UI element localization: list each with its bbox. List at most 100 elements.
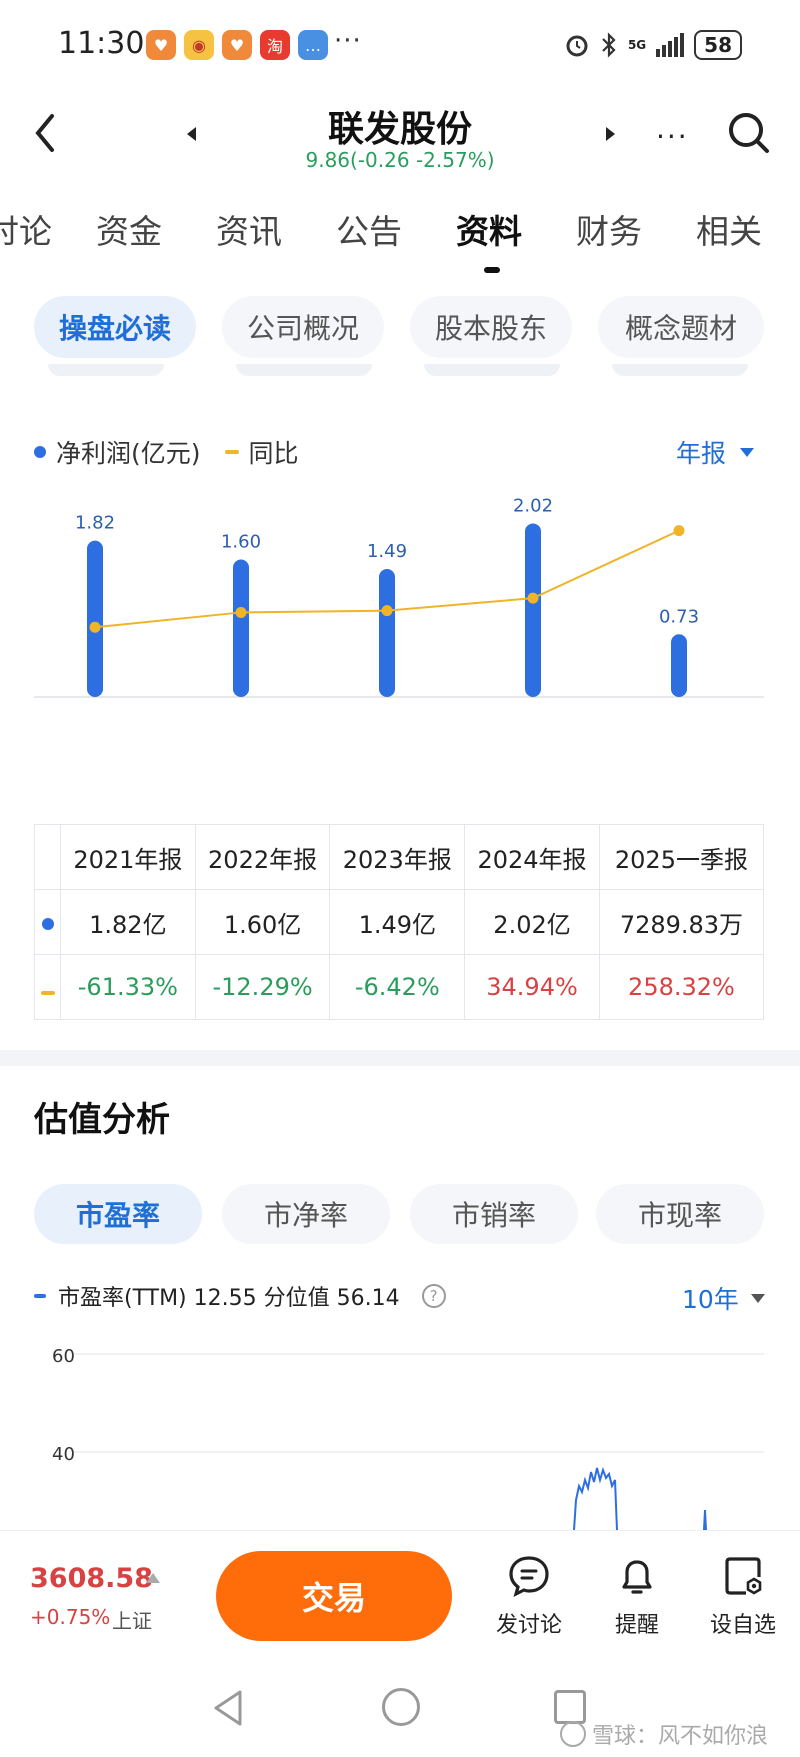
trade-button[interactable]: 交易 [216, 1551, 452, 1641]
system-icons: 5G 58 [564, 30, 742, 60]
table-header-cell: 2025一季报 [598, 824, 765, 890]
search-icon[interactable] [726, 110, 772, 156]
table-corner-cell [34, 824, 61, 890]
heart-app-icon: ♥ [146, 30, 176, 60]
bluetooth-icon [602, 32, 616, 58]
post-discussion-label: 发讨论 [495, 1613, 562, 1638]
years-dropdown-label: 10年 [682, 1285, 739, 1314]
tab-profile[interactable]: 资料 [456, 212, 522, 251]
index-name: 上证 [112, 1609, 152, 1633]
yoy-point [89, 621, 101, 633]
chevron-down-icon [740, 447, 755, 457]
bar-value-label: 0.73 [659, 606, 699, 627]
section-divider [0, 1050, 800, 1066]
signal-icon [656, 33, 685, 57]
subtab-shadow [236, 364, 372, 376]
table-cell: 1.60亿 [194, 889, 331, 955]
yoy-legend-label: 同比 [248, 439, 299, 468]
bar-value-label: 2.02 [513, 495, 553, 516]
help-icon[interactable]: ? [421, 1284, 446, 1308]
tab-announcements[interactable]: 公告 [336, 212, 402, 251]
more-notifications-icon: ··· [334, 26, 362, 56]
index-change: +0.75% [30, 1605, 111, 1629]
table-row-yoy: -61.33% -12.29% -6.42% 34.94% 258.32% [34, 954, 765, 1020]
subtab-concepts[interactable]: 概念题材 [598, 296, 764, 358]
profit-legend-dot [34, 446, 46, 458]
net-profit-chart: 1.82 1.60 1.49 2.02 0.73 [34, 495, 764, 698]
table-cell: 1.82亿 [60, 889, 196, 955]
table-header-cell: 2021年报 [60, 824, 196, 890]
table-cell: -12.29% [194, 954, 331, 1020]
post-discussion-button[interactable]: 发讨论 [484, 1553, 574, 1639]
next-stock-icon[interactable] [600, 124, 620, 144]
subtab-shadow [424, 364, 560, 376]
bar-value-label: 1.49 [367, 541, 407, 562]
nav-back-icon[interactable] [210, 1688, 246, 1728]
table-header-cell: 2023年报 [329, 824, 466, 890]
nav-home-icon[interactable] [382, 1688, 420, 1726]
tab-ps-ratio[interactable]: 市销率 [410, 1184, 578, 1244]
tab-pe-ratio[interactable]: 市盈率 [34, 1184, 202, 1244]
bottom-action-bar: 3608.58 +0.75% 上证 交易 发讨论 提醒 设自选 [0, 1530, 800, 1660]
network-type: 5G [627, 38, 647, 52]
active-tab-indicator [484, 267, 500, 273]
index-value[interactable]: 3608.58 [30, 1563, 153, 1594]
yoy-dash-icon [40, 991, 55, 995]
tab-financials[interactable]: 财务 [576, 212, 642, 251]
previous-stock-icon[interactable] [182, 124, 202, 144]
valuation-title: 估值分析 [34, 1100, 170, 1140]
table-cell: 258.32% [598, 954, 765, 1020]
taobao-icon: 淘 [260, 30, 290, 60]
table-cell: 34.94% [464, 954, 600, 1020]
period-dropdown[interactable]: 年报 [676, 434, 755, 470]
tab-discussion[interactable]: 讨论 [0, 212, 52, 251]
message-icon: … [298, 30, 328, 60]
watermark-text: 雪球：风不如你浪 [592, 1724, 769, 1749]
subtab-shadow [48, 364, 164, 376]
notification-icons: ♥ ◉ ♥ 淘 … [146, 30, 328, 60]
subtab-company-overview[interactable]: 公司概况 [222, 296, 384, 358]
tab-pb-ratio[interactable]: 市净率 [222, 1184, 390, 1244]
more-icon[interactable]: ··· [656, 120, 689, 153]
yoy-legend-dash [224, 450, 239, 454]
profit-chart-legend: 净利润(亿元) 同比 [34, 434, 299, 470]
discussion-icon [509, 1556, 549, 1598]
table-cell: 1.49亿 [329, 889, 466, 955]
tab-news[interactable]: 资讯 [216, 212, 282, 251]
profit-dot-icon [41, 918, 54, 930]
system-nav-bar: 雪球：风不如你浪 [0, 1660, 800, 1757]
table-cell: -6.42% [329, 954, 466, 1020]
years-dropdown[interactable]: 10年 [682, 1280, 765, 1316]
bar-value-label: 1.82 [75, 513, 115, 534]
pe-chart: 60 40 [52, 1346, 764, 1530]
pe-legend-label: 市盈率(TTM) 12.55 分位值 56.14 [58, 1286, 400, 1311]
table-header-cell: 2022年报 [194, 824, 331, 890]
add-watchlist-button[interactable]: 设自选 [698, 1553, 788, 1639]
stock-header: 联发股份 9.86(-0.26 -2.57%) ··· [0, 90, 800, 185]
profile-subtabs: 操盘必读 公司概况 股本股东 概念题材 [0, 296, 800, 386]
table-header-row: 2021年报 2022年报 2023年报 2024年报 2025一季报 [34, 824, 765, 890]
yoy-point [673, 525, 685, 537]
subtab-trading-guide[interactable]: 操盘必读 [34, 296, 196, 358]
stock-name: 联发股份 [327, 109, 472, 150]
subtab-shadow [612, 364, 748, 376]
profit-row-marker [34, 889, 61, 955]
pe-series-line [573, 1466, 618, 1530]
table-cell: 7289.83万 [598, 889, 765, 955]
alert-button[interactable]: 提醒 [592, 1553, 682, 1639]
tab-funds[interactable]: 资金 [96, 212, 162, 251]
tab-pcf-ratio[interactable]: 市现率 [596, 1184, 764, 1244]
watchlist-icon [725, 1557, 762, 1595]
index-up-arrow-icon [146, 1573, 160, 1583]
period-dropdown-label: 年报 [676, 439, 727, 468]
battery-icon: 58 [694, 30, 742, 60]
yoy-point [381, 605, 393, 617]
table-cell: -61.33% [60, 954, 196, 1020]
subtab-shareholders[interactable]: 股本股东 [410, 296, 572, 358]
table-header-cell: 2024年报 [464, 824, 600, 890]
profit-bar [525, 523, 541, 697]
tab-related[interactable]: 相关 [696, 212, 762, 251]
back-icon[interactable] [26, 108, 66, 158]
stock-quote: 9.86(-0.26 -2.57%) [305, 148, 495, 172]
pe-legend-dash [34, 1294, 46, 1298]
